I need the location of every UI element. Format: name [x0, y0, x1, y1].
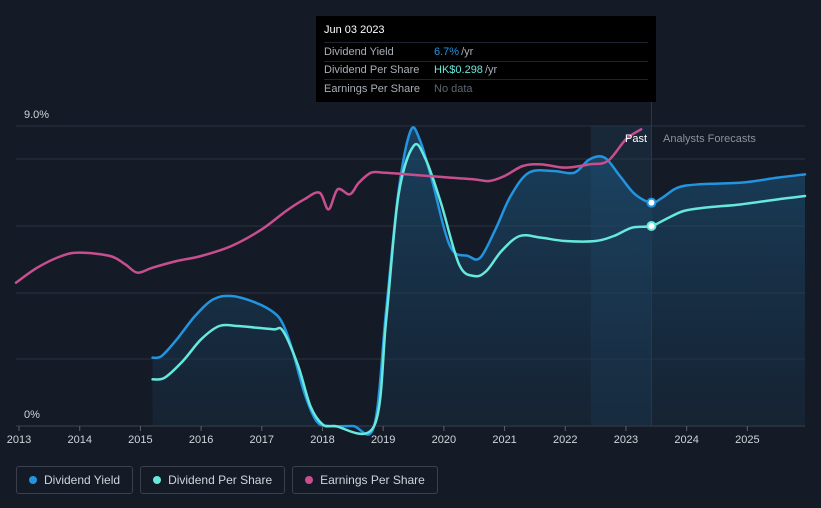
legend-dot-icon — [305, 476, 314, 484]
x-tick-label: 2015 — [128, 434, 152, 446]
tooltip-row-dividend-yield: Dividend Yield 6.7% /yr — [324, 42, 648, 61]
tooltip-label: Dividend Per Share — [324, 64, 420, 77]
tooltip-date: Jun 03 2023 — [324, 24, 385, 36]
legend-dot-icon — [153, 476, 162, 484]
tooltip-value: 6.7% — [434, 45, 460, 58]
earnings-per-share-line — [14, 128, 643, 284]
legend-dot-icon — [29, 476, 37, 484]
tooltip-label: Earnings Per Share — [324, 82, 420, 95]
x-axis: 2013 2014 2015 2016 2017 2018 2019 2020 2021 2022… — [7, 426, 760, 446]
x-tick-label: 2023 — [614, 434, 638, 446]
x-tick-label: 2024 — [674, 434, 698, 446]
legend-item-dividend-per-share[interactable]: Dividend Per Share — [140, 466, 286, 494]
legend-label: Earnings Per Share — [320, 473, 425, 487]
x-tick-label: 2025 — [735, 434, 759, 446]
x-tick-label: 2016 — [189, 434, 213, 446]
x-tick-label: 2022 — [553, 434, 577, 446]
tooltip-unit: /yr — [484, 64, 498, 77]
hover-tooltip: Jun 03 2023 Dividend Yield 6.7% /yr Divi… — [316, 16, 656, 102]
x-tick-label: 2018 — [310, 434, 334, 446]
legend-label: Dividend Per Share — [168, 473, 273, 487]
dividend-yield-marker — [646, 197, 657, 208]
tooltip-row-dividend-per-share: Dividend Per Share HK$0.298 /yr — [324, 60, 648, 80]
x-tick-label: 2020 — [432, 434, 456, 446]
x-tick-label: 2019 — [371, 434, 395, 446]
chart-legend: Dividend Yield Dividend Per Share Earnin… — [16, 466, 438, 494]
legend-label: Dividend Yield — [44, 473, 121, 487]
past-label: Past — [625, 133, 647, 145]
y-axis-top-label: 9.0% — [24, 109, 49, 121]
x-tick-label: 2014 — [67, 434, 91, 446]
dividend-yield-area — [152, 127, 806, 435]
tooltip-unit: /yr — [461, 45, 474, 58]
legend-item-dividend-yield[interactable]: Dividend Yield — [16, 466, 134, 494]
tooltip-value: No data — [434, 82, 473, 95]
x-tick-label: 2021 — [492, 434, 516, 446]
tooltip-value: HK$0.298 — [434, 64, 483, 77]
legend-item-earnings-per-share[interactable]: Earnings Per Share — [292, 466, 438, 494]
x-tick-label: 2017 — [250, 434, 274, 446]
tooltip-label: Dividend Yield — [324, 45, 394, 58]
dividend-per-share-marker — [646, 221, 657, 231]
series-layer — [14, 16, 807, 436]
tooltip-row-earnings-per-share: Earnings Per Share No data — [324, 79, 648, 98]
y-axis-bottom-label: 0% — [24, 409, 40, 421]
forecast-label: Analysts Forecasts — [663, 133, 756, 145]
x-tick-label: 2013 — [7, 434, 31, 446]
